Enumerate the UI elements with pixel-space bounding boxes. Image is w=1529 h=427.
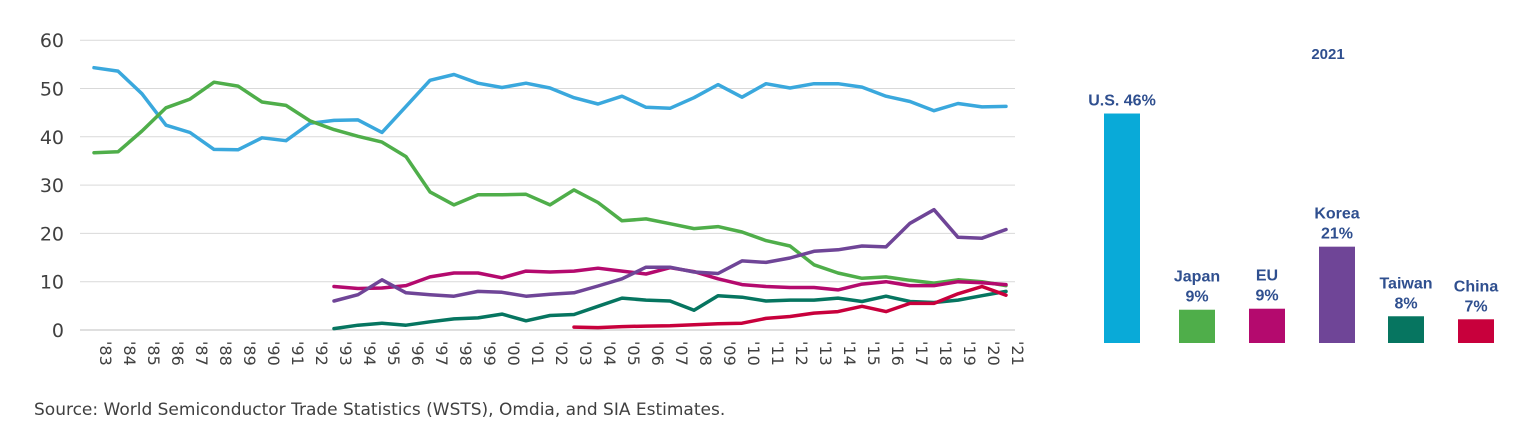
x-tick-label: '01 xyxy=(528,341,547,366)
line-chart: 0 10 20 30 40 50 60 '83 '84 '85 '86 '87 '88 '89 '90 '9… xyxy=(40,30,1027,366)
x-tick-label: '94 xyxy=(360,341,379,366)
bar-japan xyxy=(1179,309,1215,343)
x-tick-label: '02 xyxy=(552,341,571,366)
y-tick-label: 50 xyxy=(40,79,64,101)
x-tick-label: '05 xyxy=(624,341,643,366)
bar-china xyxy=(1458,319,1494,343)
x-tick-label: '20 xyxy=(984,341,1003,366)
x-tick-label: '18 xyxy=(936,341,955,366)
x-tick-label: '09 xyxy=(720,341,739,366)
x-tick-label: '17 xyxy=(912,341,931,366)
x-tick-label: '85 xyxy=(144,341,163,366)
bar-label: 8% xyxy=(1394,295,1417,312)
x-tick-label: '14 xyxy=(840,341,859,366)
series-line-4 xyxy=(332,289,1008,331)
bars xyxy=(1104,113,1494,344)
y-tick-label: 40 xyxy=(40,127,64,149)
x-tick-label: '07 xyxy=(672,341,691,366)
series-line-1 xyxy=(92,80,1008,288)
source-note: Source: World Semiconductor Trade Statis… xyxy=(34,400,726,420)
bar-label: 9% xyxy=(1185,289,1208,306)
x-tick-label: '84 xyxy=(120,341,139,366)
x-tick-label: '89 xyxy=(240,341,259,366)
x-tick-label: '16 xyxy=(888,341,907,366)
x-tick-label: '88 xyxy=(216,341,235,366)
x-tick-label: '98 xyxy=(456,341,475,366)
x-tick-label: '19 xyxy=(960,341,979,366)
x-tick-label: '11 xyxy=(768,341,787,366)
x-tick-label: '13 xyxy=(816,341,835,366)
series-line-3 xyxy=(332,207,1008,303)
x-axis-ticks: '83 '84 '85 '86 '87 '88 '89 '90 '91 '92 '93 '94 '95 '… xyxy=(96,341,1027,366)
bar-korea xyxy=(1319,246,1355,343)
series-lines xyxy=(92,65,1008,331)
bar-label: Taiwan xyxy=(1379,275,1432,292)
y-tick-label: 60 xyxy=(40,30,64,52)
y-axis-ticks: 0 10 20 30 40 50 60 xyxy=(40,30,64,342)
x-tick-label: '93 xyxy=(336,341,355,366)
x-tick-label: '15 xyxy=(864,341,883,366)
bar-label: U.S. 46% xyxy=(1088,93,1156,110)
y-tick-label: 20 xyxy=(40,223,64,245)
series-line-5 xyxy=(572,284,1008,330)
x-tick-label: '10 xyxy=(744,341,763,366)
x-tick-label: '97 xyxy=(432,341,451,366)
x-tick-label: '08 xyxy=(696,341,715,366)
bar-label: 7% xyxy=(1464,298,1487,315)
bar-taiwan xyxy=(1388,316,1424,343)
x-tick-label: '21 xyxy=(1008,341,1027,366)
y-tick-label: 30 xyxy=(40,175,64,197)
x-tick-label: '00 xyxy=(504,341,523,366)
bar-labels: U.S. 46% Japan 9% EU 9% Korea 21% Taiwan 8% China… xyxy=(1088,93,1498,316)
y-tick-label: 0 xyxy=(52,320,64,342)
bar-label: Korea xyxy=(1314,206,1359,223)
x-tick-label: '91 xyxy=(288,341,307,366)
x-tick-label: '83 xyxy=(96,341,115,366)
bar-us xyxy=(1104,113,1140,344)
x-tick-label: '99 xyxy=(480,341,499,366)
x-tick-label: '90 xyxy=(264,341,283,366)
bar-chart-2021: 2021 U.S. 46% Japan 9% EU 9% Korea 21% Taiwan 8%… xyxy=(1088,46,1498,344)
x-tick-label: '87 xyxy=(192,341,211,366)
x-tick-label: '96 xyxy=(408,341,427,366)
x-tick-label: '06 xyxy=(648,341,667,366)
bar-chart-title: 2021 xyxy=(1311,46,1344,63)
x-tick-label: '04 xyxy=(600,341,619,366)
bar-eu xyxy=(1249,308,1285,343)
bar-label: Japan xyxy=(1174,269,1220,286)
bar-label: EU xyxy=(1256,268,1278,285)
x-tick-label: '03 xyxy=(576,341,595,366)
bar-label: 21% xyxy=(1321,226,1353,243)
x-tick-label: '95 xyxy=(384,341,403,366)
bar-label: 9% xyxy=(1255,288,1278,305)
y-tick-label: 10 xyxy=(40,272,64,294)
bar-label: China xyxy=(1454,278,1499,295)
series-line-0 xyxy=(92,65,1008,152)
x-tick-label: '12 xyxy=(792,341,811,366)
x-tick-label: '86 xyxy=(168,341,187,366)
x-tick-label: '92 xyxy=(312,341,331,366)
